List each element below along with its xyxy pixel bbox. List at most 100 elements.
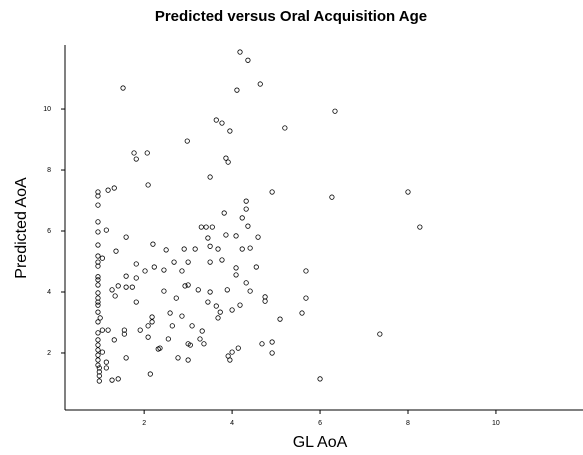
point: [171, 259, 177, 265]
point: [95, 342, 101, 348]
point: [151, 264, 157, 270]
point: [95, 319, 101, 325]
point: [219, 257, 225, 263]
point: [133, 275, 139, 281]
point: [317, 376, 323, 382]
point: [145, 334, 151, 340]
point: [417, 224, 423, 230]
point: [96, 373, 102, 379]
point: [95, 229, 101, 235]
point: [95, 263, 101, 269]
point: [223, 155, 229, 161]
y-tick-label: 2: [47, 350, 51, 357]
point: [96, 369, 102, 375]
point: [182, 283, 188, 289]
point: [247, 245, 253, 251]
point: [205, 235, 211, 241]
point: [239, 215, 245, 221]
point: [95, 189, 101, 195]
point: [95, 290, 101, 296]
point: [237, 49, 243, 55]
chart-title: Predicted versus Oral Acquisition Age: [155, 8, 427, 25]
point: [207, 243, 213, 249]
point: [95, 282, 101, 288]
x-tick-label: 4: [230, 420, 234, 427]
point: [149, 314, 155, 320]
point: [133, 261, 139, 267]
point: [113, 248, 119, 254]
point: [144, 150, 150, 156]
point: [192, 246, 198, 252]
point: [142, 268, 148, 274]
point: [95, 274, 101, 280]
point: [303, 268, 309, 274]
point: [195, 287, 201, 293]
point: [245, 223, 251, 229]
point: [97, 315, 103, 321]
point: [95, 253, 101, 259]
y-tick-label: 4: [47, 289, 51, 296]
point: [185, 357, 191, 363]
point: [303, 295, 309, 301]
point: [99, 255, 105, 261]
point: [269, 339, 275, 345]
point: [95, 347, 101, 353]
point: [155, 346, 161, 352]
point: [234, 87, 240, 93]
point: [137, 327, 143, 333]
point: [205, 299, 211, 305]
point: [179, 313, 185, 319]
point: [207, 259, 213, 265]
y-axis-label: Predicted AoA: [13, 177, 30, 279]
point: [120, 85, 126, 91]
point: [95, 299, 101, 305]
point: [95, 242, 101, 248]
point: [215, 246, 221, 252]
point: [109, 287, 115, 293]
x-tick-label: 10: [492, 420, 500, 427]
point: [105, 327, 111, 333]
point: [115, 376, 121, 382]
point: [131, 150, 137, 156]
point: [163, 247, 169, 253]
point: [115, 283, 121, 289]
point: [262, 294, 268, 300]
point: [277, 316, 283, 322]
point: [405, 189, 411, 195]
point: [253, 264, 259, 270]
point: [95, 309, 101, 315]
point: [189, 323, 195, 329]
point: [169, 323, 175, 329]
point: [99, 327, 105, 333]
point: [329, 194, 335, 200]
point: [219, 120, 225, 126]
point: [237, 302, 243, 308]
y-tick-label: 8: [47, 167, 51, 174]
point: [198, 224, 204, 230]
point: [332, 108, 338, 114]
y-tick-label: 6: [47, 228, 51, 235]
point: [173, 295, 179, 301]
point: [229, 349, 235, 355]
point: [239, 246, 245, 252]
point: [95, 302, 101, 308]
point: [259, 341, 265, 347]
point: [269, 350, 275, 356]
point: [224, 287, 230, 293]
point: [209, 224, 215, 230]
point: [235, 345, 241, 351]
point: [111, 185, 117, 191]
point: [103, 359, 109, 365]
point: [215, 315, 221, 321]
point: [227, 357, 233, 363]
point: [95, 352, 101, 358]
point: [105, 187, 111, 193]
x-tick-label: 6: [318, 420, 322, 427]
point: [149, 319, 155, 325]
point: [243, 198, 249, 204]
point: [299, 310, 305, 316]
point: [167, 310, 173, 316]
point: [133, 299, 139, 305]
point: [161, 267, 167, 273]
point: [199, 328, 205, 334]
